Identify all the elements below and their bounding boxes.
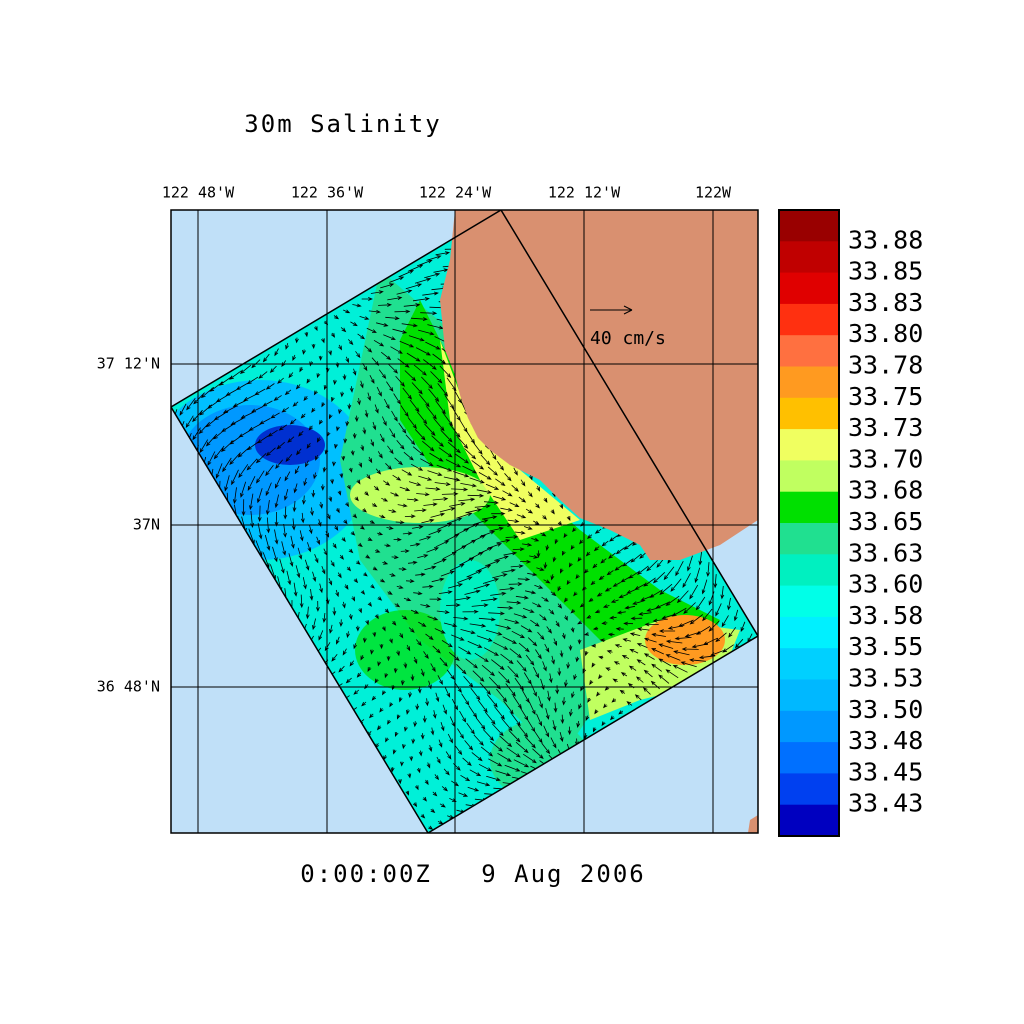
land	[748, 815, 758, 833]
colorbar-swatch	[779, 616, 839, 649]
vector-scale-label: 40 cm/s	[590, 328, 666, 349]
colorbar-label: 33.73	[848, 413, 923, 442]
colorbar-swatch	[779, 523, 839, 555]
colorbar-label: 33.58	[848, 601, 923, 630]
colorbar-label: 33.70	[848, 444, 923, 473]
colorbar-label: 33.53	[848, 664, 923, 693]
timestamp: 0:00:00Z 9 Aug 2006	[300, 860, 645, 888]
longitude-label: 122 12'W	[548, 184, 621, 202]
colorbar-swatch	[779, 491, 839, 524]
colorbar-label: 33.43	[848, 789, 923, 818]
colorbar-swatch	[779, 585, 839, 618]
colorbar-label: 33.83	[848, 288, 923, 317]
longitude-label: 122 48'W	[162, 184, 235, 202]
colorbar-label: 33.68	[848, 476, 923, 505]
colorbar-swatch	[779, 429, 839, 461]
title: 30m Salinity	[244, 110, 441, 138]
colorbar-swatch	[779, 554, 839, 587]
graticule	[171, 210, 758, 833]
latitude-label: 36 48'N	[97, 678, 160, 696]
colorbar-swatch	[779, 460, 839, 493]
colorbar-label: 33.80	[848, 319, 923, 348]
vector-scale-arrow	[590, 305, 633, 315]
colorbar-swatch	[779, 804, 839, 837]
colorbar-swatch	[779, 210, 839, 242]
colorbar-label: 33.63	[848, 538, 923, 567]
colorbar-swatch	[779, 773, 839, 806]
colorbar-label: 33.55	[848, 632, 923, 661]
colorbar-swatch	[779, 710, 839, 743]
colorbar-swatch	[779, 648, 839, 680]
longitude-label: 122 36'W	[291, 184, 364, 202]
longitude-label: 122W	[695, 184, 732, 202]
colorbar-label: 33.65	[848, 507, 923, 536]
colorbar-label: 33.60	[848, 570, 923, 599]
longitude-label: 122 24'W	[419, 184, 492, 202]
colorbar-swatch	[779, 366, 839, 399]
colorbar-swatch	[779, 679, 839, 712]
latitude-label: 37 12'N	[97, 355, 160, 373]
colorbar-swatch	[779, 397, 839, 430]
map-area: 40 cm/s	[171, 210, 758, 833]
land	[440, 210, 758, 560]
colorbar-label: 33.85	[848, 257, 923, 286]
colorbar-swatch	[779, 303, 839, 336]
colorbar-frame	[778, 209, 840, 837]
colorbar-label: 33.75	[848, 382, 923, 411]
colorbar-label: 33.48	[848, 726, 923, 755]
colorbar-swatch	[779, 241, 839, 274]
colorbar-label: 33.78	[848, 351, 923, 380]
model-domain	[171, 210, 758, 833]
colorbar-label: 33.45	[848, 757, 923, 786]
colorbar-label: 33.88	[848, 225, 923, 254]
colorbar-swatch	[779, 335, 839, 367]
latitude-label: 37N	[133, 516, 160, 534]
colorbar-label: 33.50	[848, 695, 923, 724]
colorbar-swatch	[779, 272, 839, 305]
map-frame	[170, 209, 759, 834]
colorbar-swatch	[779, 742, 839, 774]
